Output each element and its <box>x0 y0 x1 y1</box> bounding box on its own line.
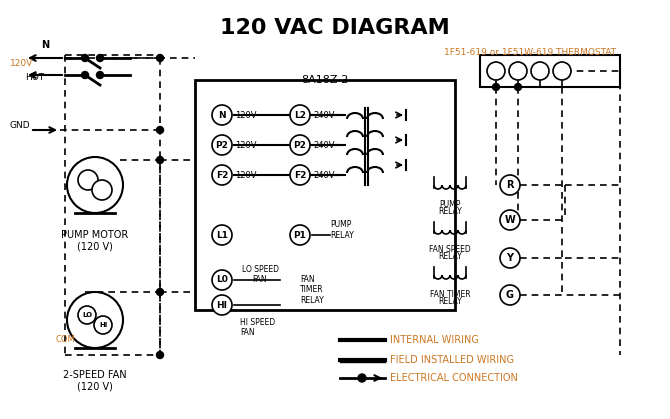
Text: F2: F2 <box>216 171 228 179</box>
Circle shape <box>157 127 163 134</box>
Text: W: W <box>513 66 523 76</box>
Circle shape <box>92 180 112 200</box>
Circle shape <box>500 285 520 305</box>
Text: F2: F2 <box>294 171 306 179</box>
Text: FIELD INSTALLED WIRING: FIELD INSTALLED WIRING <box>390 355 514 365</box>
Text: RELAY: RELAY <box>438 252 462 261</box>
Circle shape <box>290 165 310 185</box>
Text: GND: GND <box>10 121 31 129</box>
Circle shape <box>67 157 123 213</box>
Text: 240V: 240V <box>313 111 334 119</box>
Circle shape <box>212 295 232 315</box>
Text: N: N <box>218 111 226 119</box>
Circle shape <box>212 225 232 245</box>
Text: HI: HI <box>216 300 228 310</box>
Circle shape <box>487 62 505 80</box>
Circle shape <box>212 165 232 185</box>
Text: PUMP MOTOR
(120 V): PUMP MOTOR (120 V) <box>62 230 129 251</box>
Text: L0: L0 <box>216 276 228 285</box>
Text: 120V: 120V <box>235 111 257 119</box>
Circle shape <box>78 170 98 190</box>
Text: W: W <box>505 215 515 225</box>
Text: Y: Y <box>507 253 513 263</box>
Text: R: R <box>507 180 514 190</box>
Circle shape <box>157 352 163 359</box>
Text: LO: LO <box>82 312 92 318</box>
Circle shape <box>500 248 520 268</box>
Circle shape <box>531 62 549 80</box>
Circle shape <box>96 72 103 78</box>
Text: HI SPEED
FAN: HI SPEED FAN <box>240 318 275 337</box>
Text: L1: L1 <box>216 230 228 240</box>
Circle shape <box>157 157 163 163</box>
Circle shape <box>500 210 520 230</box>
Text: 120V: 120V <box>235 171 257 179</box>
Circle shape <box>290 225 310 245</box>
Text: HOT: HOT <box>25 73 44 82</box>
Circle shape <box>500 175 520 195</box>
Circle shape <box>290 105 310 125</box>
Text: PUMP: PUMP <box>440 200 461 209</box>
Circle shape <box>212 135 232 155</box>
Circle shape <box>82 54 88 62</box>
Text: FAN TIMER: FAN TIMER <box>429 290 470 299</box>
Text: G: G <box>558 66 566 76</box>
Circle shape <box>492 83 500 91</box>
Circle shape <box>290 135 310 155</box>
Circle shape <box>515 83 521 91</box>
Text: Y: Y <box>537 66 543 76</box>
Text: 2-SPEED FAN
(120 V): 2-SPEED FAN (120 V) <box>63 370 127 392</box>
Circle shape <box>212 105 232 125</box>
Circle shape <box>212 270 232 290</box>
Text: 120V: 120V <box>10 59 34 68</box>
Bar <box>480 55 620 87</box>
Circle shape <box>157 289 163 295</box>
Text: 8A18Z-2: 8A18Z-2 <box>302 75 348 85</box>
Circle shape <box>78 306 96 324</box>
Text: 120 VAC DIAGRAM: 120 VAC DIAGRAM <box>220 18 450 38</box>
Text: FAN
TIMER
RELAY: FAN TIMER RELAY <box>300 275 324 305</box>
Text: LO SPEED
FAN: LO SPEED FAN <box>241 265 279 285</box>
Text: P1: P1 <box>293 230 306 240</box>
Text: ELECTRICAL CONNECTION: ELECTRICAL CONNECTION <box>390 373 518 383</box>
Bar <box>195 80 455 310</box>
Circle shape <box>553 62 571 80</box>
Circle shape <box>509 62 527 80</box>
Circle shape <box>157 54 163 62</box>
Text: RELAY: RELAY <box>438 207 462 216</box>
Circle shape <box>358 374 366 382</box>
Text: L2: L2 <box>294 111 306 119</box>
Text: PUMP
RELAY: PUMP RELAY <box>330 220 354 240</box>
Text: FAN SPEED: FAN SPEED <box>429 245 471 254</box>
Text: RELAY: RELAY <box>438 297 462 306</box>
Text: COM: COM <box>55 336 75 344</box>
Circle shape <box>94 316 112 334</box>
Text: P2: P2 <box>293 140 306 150</box>
Text: 240V: 240V <box>313 140 334 150</box>
Circle shape <box>96 54 103 62</box>
Text: G: G <box>506 290 514 300</box>
Text: INTERNAL WIRING: INTERNAL WIRING <box>390 335 479 345</box>
Text: N: N <box>41 40 49 50</box>
Text: P2: P2 <box>216 140 228 150</box>
Text: R: R <box>492 66 500 76</box>
Circle shape <box>67 292 123 348</box>
Text: 240V: 240V <box>313 171 334 179</box>
Text: HI: HI <box>99 322 107 328</box>
Circle shape <box>82 72 88 78</box>
Text: 1F51-619 or 1F51W-619 THERMOSTAT: 1F51-619 or 1F51W-619 THERMOSTAT <box>444 48 616 57</box>
Text: 120V: 120V <box>235 140 257 150</box>
